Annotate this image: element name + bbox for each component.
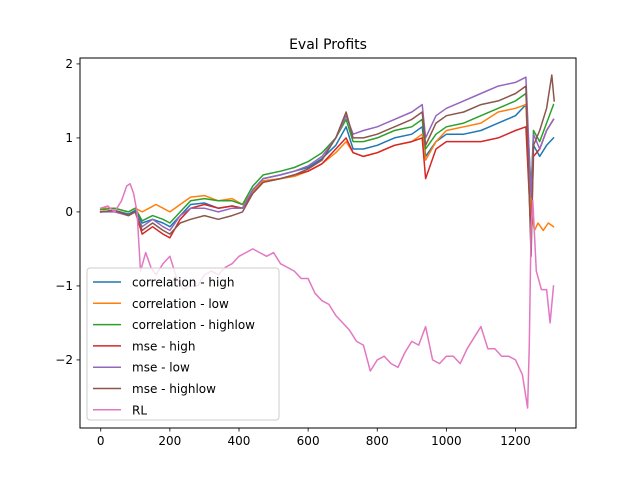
legend: correlation - high correlation - low corre… [86, 267, 280, 421]
y-tick-label: 1 [65, 131, 73, 145]
series-line-mse-high [99, 118, 555, 239]
y-tick-label: −1 [55, 279, 73, 293]
series-lines [99, 74, 556, 409]
x-tick-label: 0 [97, 434, 105, 448]
plot-frame [79, 57, 577, 429]
legend-label: mse - highlow [132, 382, 216, 396]
y-axis-ticks: −2 −1 0 1 2 [55, 57, 80, 367]
legend-label: mse - high [132, 339, 195, 353]
x-tick-label: 800 [366, 434, 389, 448]
legend-label: correlation - high [132, 276, 235, 290]
x-tick-label: 400 [228, 434, 251, 448]
x-axis-ticks: 0 200 400 600 800 1000 1200 [97, 428, 531, 448]
x-tick-label: 1000 [431, 434, 462, 448]
legend-label: correlation - low [132, 297, 229, 311]
series-line-mse-highlow [99, 74, 556, 258]
legend-label: RL [132, 403, 147, 417]
series-line-correlation-low [99, 103, 555, 232]
x-tick-label: 1200 [500, 434, 531, 448]
chart-title: Eval Profits [289, 37, 367, 53]
y-tick-label: 0 [65, 205, 73, 219]
series-line-rl [99, 183, 555, 409]
y-tick-label: −2 [55, 353, 73, 367]
series-line-correlation-high [99, 103, 555, 228]
legend-label: mse - low [132, 361, 190, 375]
legend-box [86, 267, 280, 421]
x-tick-label: 600 [297, 434, 320, 448]
x-tick-label: 200 [158, 434, 181, 448]
legend-label: correlation - highlow [132, 318, 255, 332]
y-tick-label: 2 [65, 57, 73, 71]
